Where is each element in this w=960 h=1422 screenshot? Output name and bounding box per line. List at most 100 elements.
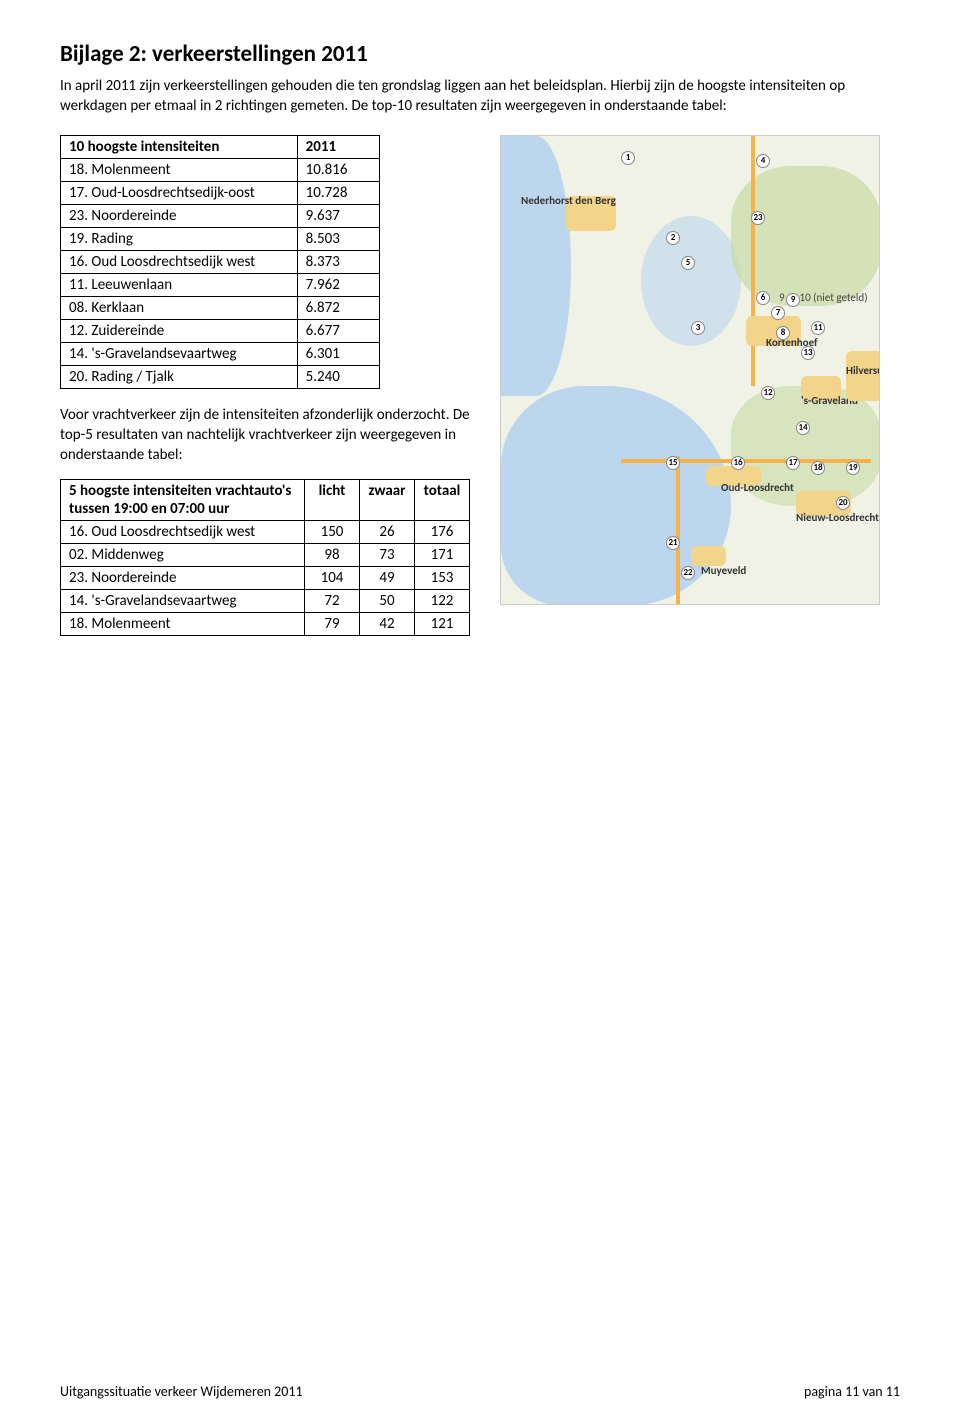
- table-header: 10 hoogste intensiteiten: [61, 135, 298, 158]
- table-row: 02. Middenweg9873171: [61, 544, 470, 567]
- map-pin: 23: [751, 211, 765, 225]
- table-row: 10 hoogste intensiteiten 2011: [61, 135, 380, 158]
- page: Bijlage 2: verkeerstellingen 2011 In apr…: [0, 0, 960, 1422]
- map-pin: 9: [786, 293, 800, 307]
- table-cell: 8.373: [297, 250, 379, 273]
- table-cell: 14. 's-Gravelandsevaartweg: [61, 342, 298, 365]
- table-header: zwaar: [360, 480, 415, 521]
- table-row: 18. Molenmeent10.816: [61, 158, 380, 181]
- table-row: 23. Noordereinde10449153: [61, 567, 470, 590]
- right-column: Nederhorst den BergKortenhoef's-Gravelan…: [500, 135, 900, 605]
- table-cell: 7.962: [297, 273, 379, 296]
- map-pin: 7: [771, 306, 785, 320]
- map-town-label: Hilversum: [846, 364, 880, 377]
- map-town-label: Oud-Loosdrecht: [721, 481, 794, 494]
- table-cell: 9.637: [297, 204, 379, 227]
- map-pin: 8: [776, 326, 790, 340]
- table-cell: 50: [360, 590, 415, 613]
- map-pin: 19: [846, 461, 860, 475]
- map-pin: 20: [836, 496, 850, 510]
- map-water: [501, 386, 731, 605]
- table-row: 11. Leeuwenlaan7.962: [61, 273, 380, 296]
- table-header: licht: [305, 480, 360, 521]
- table-top10: 10 hoogste intensiteiten 2011 18. Molenm…: [60, 135, 380, 389]
- footer-left: Uitgangssituatie verkeer Wijdemeren 2011: [60, 1383, 303, 1400]
- table-cell: 10.816: [297, 158, 379, 181]
- table-cell: 14. 's-Gravelandsevaartweg: [61, 590, 305, 613]
- table-cell: 12. Zuidereinde: [61, 319, 298, 342]
- map-pin: 5: [681, 256, 695, 270]
- map-town-label: Nieuw-Loosdrecht: [796, 511, 879, 524]
- table-header: 5 hoogste intensiteiten vrachtauto's tus…: [61, 480, 305, 521]
- table-cell: 6.301: [297, 342, 379, 365]
- table-cell: 10.728: [297, 181, 379, 204]
- table-cell: 26: [360, 521, 415, 544]
- map-pin: 13: [801, 346, 815, 360]
- map-pin: 16: [731, 456, 745, 470]
- page-title: Bijlage 2: verkeerstellingen 2011: [60, 40, 900, 68]
- map-pin: 22: [681, 566, 695, 580]
- table-cell: 42: [360, 613, 415, 636]
- footer-right: pagina 11 van 11: [804, 1383, 900, 1400]
- table-cell: 18. Molenmeent: [61, 158, 298, 181]
- map-pin: 4: [756, 154, 770, 168]
- map-pin: 15: [666, 456, 680, 470]
- map-road: [676, 456, 680, 605]
- map-pin: 21: [666, 536, 680, 550]
- table-cell: 171: [415, 544, 470, 567]
- table-cell: 18. Molenmeent: [61, 613, 305, 636]
- map-pin: 6: [756, 291, 770, 305]
- table-cell: 6.872: [297, 296, 379, 319]
- table-cell: 79: [305, 613, 360, 636]
- map-pin: 3: [691, 321, 705, 335]
- table-cell: 16. Oud Loosdrechtsedijk west: [61, 521, 305, 544]
- table-cell: 72: [305, 590, 360, 613]
- map-pin: 14: [796, 421, 810, 435]
- table-cell: 02. Middenweg: [61, 544, 305, 567]
- table-cell: 98: [305, 544, 360, 567]
- page-footer: Uitgangssituatie verkeer Wijdemeren 2011…: [60, 1383, 900, 1400]
- table-cell: 121: [415, 613, 470, 636]
- two-column-layout: 10 hoogste intensiteiten 2011 18. Molenm…: [60, 135, 900, 653]
- map-town: [691, 546, 726, 566]
- map-pin: 18: [811, 461, 825, 475]
- table-cell: 104: [305, 567, 360, 590]
- table-row: 12. Zuidereinde6.677: [61, 319, 380, 342]
- table-cell: 16. Oud Loosdrechtsedijk west: [61, 250, 298, 273]
- table-row: 14. 's-Gravelandsevaartweg7250122: [61, 590, 470, 613]
- table-cell: 8.503: [297, 227, 379, 250]
- table-cell: 153: [415, 567, 470, 590]
- map-pin: 12: [761, 386, 775, 400]
- table-cell: 08. Kerklaan: [61, 296, 298, 319]
- table-cell: 11. Leeuwenlaan: [61, 273, 298, 296]
- map-town-label: Nederhorst den Berg: [521, 194, 616, 207]
- table-cell: 176: [415, 521, 470, 544]
- table-row: 17. Oud-Loosdrechtsedijk-oost10.728: [61, 181, 380, 204]
- table-row: 16. Oud Loosdrechtsedijk west8.373: [61, 250, 380, 273]
- map-water: [501, 136, 571, 396]
- table-row: 19. Rading8.503: [61, 227, 380, 250]
- table-header: 2011: [297, 135, 379, 158]
- map-pin: 2: [666, 231, 680, 245]
- map-pin: 11: [811, 321, 825, 335]
- table-row: 08. Kerklaan6.872: [61, 296, 380, 319]
- table-header: totaal: [415, 480, 470, 521]
- table-top5-freight: 5 hoogste intensiteiten vrachtauto's tus…: [60, 479, 470, 636]
- map-figure: Nederhorst den BergKortenhoef's-Gravelan…: [500, 135, 880, 605]
- table-cell: 19. Rading: [61, 227, 298, 250]
- table-cell: 49: [360, 567, 415, 590]
- table-cell: 20. Rading / Tjalk: [61, 365, 298, 388]
- table-row: 5 hoogste intensiteiten vrachtauto's tus…: [61, 480, 470, 521]
- map-road: [751, 136, 755, 386]
- table-cell: 6.677: [297, 319, 379, 342]
- map-road: [621, 459, 871, 463]
- table-row: 18. Molenmeent7942121: [61, 613, 470, 636]
- table-cell: 23. Noordereinde: [61, 204, 298, 227]
- map-pin: 17: [786, 456, 800, 470]
- map-pin: 1: [621, 151, 635, 165]
- intro-paragraph: In april 2011 zijn verkeerstellingen geh…: [60, 76, 900, 117]
- table-row: 20. Rading / Tjalk5.240: [61, 365, 380, 388]
- table-cell: 17. Oud-Loosdrechtsedijk-oost: [61, 181, 298, 204]
- table-row: 16. Oud Loosdrechtsedijk west15026176: [61, 521, 470, 544]
- table-cell: 122: [415, 590, 470, 613]
